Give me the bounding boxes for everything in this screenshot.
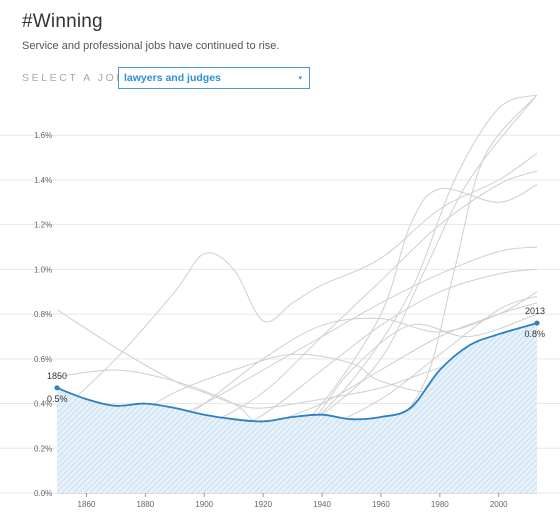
y-tick-label: 1.2% xyxy=(34,221,52,230)
x-tick-label: 1940 xyxy=(313,500,331,509)
page-subtitle: Service and professional jobs have conti… xyxy=(22,40,280,52)
endpoint-value-label: 0.8% xyxy=(524,329,545,339)
x-tick-label: 1920 xyxy=(254,500,272,509)
endpoint-dot xyxy=(534,320,540,326)
y-tick-label: 0.2% xyxy=(34,444,52,453)
x-tick-label: 1900 xyxy=(195,500,213,509)
x-tick-label: 1860 xyxy=(78,500,96,509)
chevron-down-icon: ▾ xyxy=(298,75,302,82)
job-select-label: SELECT A JOB: xyxy=(22,72,132,84)
endpoint-annotations: 1850 0.5% 2013 0.8% xyxy=(47,306,545,404)
x-tick-label: 2000 xyxy=(490,500,508,509)
endpoint-dot xyxy=(54,385,60,391)
x-axis-ticks: 1860 1880 1900 1920 1940 1960 1980 2000 xyxy=(78,493,508,509)
highlight-area xyxy=(57,323,537,493)
y-axis-ticks: 0.0% 0.2% 0.4% 0.6% 0.8% 1.0% 1.2% 1.4% 1.6% xyxy=(34,131,52,498)
job-select-value: lawyers and judges xyxy=(124,72,221,84)
x-tick-label: 1960 xyxy=(372,500,390,509)
endpoint-value-label: 0.5% xyxy=(47,394,68,404)
highlight-series xyxy=(56,322,538,493)
y-tick-label: 1.6% xyxy=(34,131,52,140)
y-tick-label: 0.0% xyxy=(34,489,52,498)
highlight-series-line xyxy=(56,322,538,423)
page-title: #Winning xyxy=(22,11,103,32)
y-tick-label: 1.0% xyxy=(34,265,52,274)
y-tick-label: 0.8% xyxy=(34,310,52,319)
x-tick-label: 1880 xyxy=(136,500,154,509)
job-select-dropdown[interactable]: lawyers and judges ▾ xyxy=(118,67,310,89)
y-tick-label: 1.4% xyxy=(34,176,52,185)
x-tick-label: 1980 xyxy=(431,500,449,509)
endpoint-year-label: 1850 xyxy=(47,371,67,381)
y-tick-label: 0.6% xyxy=(34,355,52,364)
y-tick-label: 0.4% xyxy=(34,400,52,409)
endpoint-year-label: 2013 xyxy=(525,306,545,316)
